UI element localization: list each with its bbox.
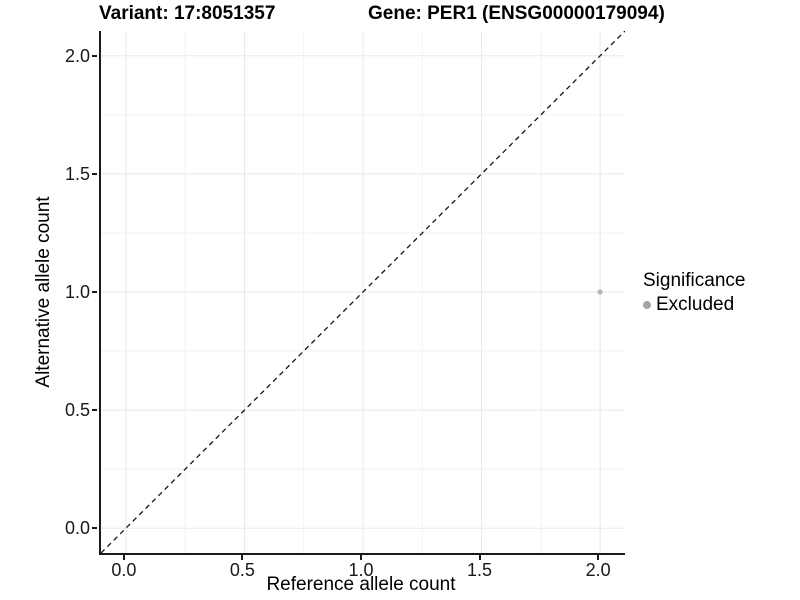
gene-title: Gene: PER1 (ENSG00000179094) [368, 3, 665, 24]
variant-title: Variant: 17:8051357 [99, 3, 276, 24]
x-tick-mark [597, 555, 600, 560]
excluded-dot-icon [643, 301, 651, 309]
legend: Significance Excluded [643, 270, 745, 316]
identity-dashed-line [101, 31, 625, 553]
y-tick-label: 1.5 [64, 163, 90, 184]
y-tick-mark [92, 527, 97, 530]
y-tick-mark [92, 172, 97, 175]
x-tick-label: 2.0 [585, 560, 611, 580]
legend-item-label: Excluded [656, 294, 735, 315]
x-tick-mark [241, 555, 244, 560]
x-tick-mark [360, 555, 362, 560]
x-tick-label: 1.0 [348, 560, 374, 580]
x-tick-mark [122, 555, 125, 560]
y-tick-label: 0.5 [64, 400, 90, 421]
y-tick-mark [92, 291, 97, 293]
x-tick-label: 1.5 [467, 560, 493, 580]
x-tick-mark [478, 555, 481, 560]
legend-title: Significance [643, 270, 746, 291]
y-tick-mark [92, 409, 97, 412]
y-tick-label: 1.0 [64, 282, 90, 302]
y-tick-label: 2.0 [64, 45, 90, 66]
y-tick-label: 0.0 [64, 518, 90, 539]
x-axis-title: Reference allele count [266, 574, 456, 595]
plot-area-svg [101, 31, 625, 553]
y-tick-mark [92, 54, 97, 57]
data-point [597, 289, 603, 295]
x-tick-label: 0.5 [229, 560, 255, 580]
legend-item-excluded: Excluded [643, 294, 745, 316]
x-tick-label: 0.0 [111, 560, 137, 580]
plot-panel [99, 31, 625, 555]
